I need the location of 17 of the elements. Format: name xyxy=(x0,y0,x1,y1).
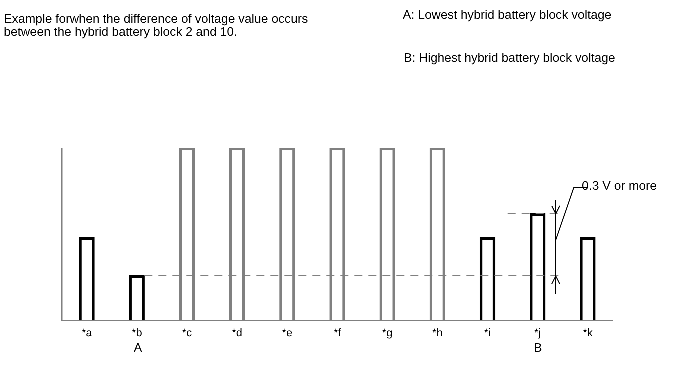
x-tick-label: *f xyxy=(334,327,342,340)
x-tick-label: *h xyxy=(432,327,443,340)
x-tick-label: *c xyxy=(182,327,193,340)
annotation: 0.3 V or more xyxy=(582,179,658,193)
x-tick-label: *e xyxy=(282,327,293,340)
x-tick-label: *k xyxy=(583,327,594,340)
text: B: Highest hybrid battery block voltage xyxy=(404,51,616,65)
x-tick-label: *j xyxy=(534,327,542,340)
x-tick-label: *i xyxy=(484,327,492,340)
text: A xyxy=(134,341,142,355)
x-tick-label: *b xyxy=(132,327,142,340)
text: A: Lowest hybrid battery block voltage xyxy=(403,8,612,22)
x-tick-label: *a xyxy=(82,327,94,340)
x-tick-label: *g xyxy=(382,327,393,340)
text: B xyxy=(534,341,542,355)
x-tick-label: *d xyxy=(232,327,243,340)
text: Example forwhen the difference of voltage value occurs between the hybrid battery block 2 and 10. xyxy=(4,12,308,39)
